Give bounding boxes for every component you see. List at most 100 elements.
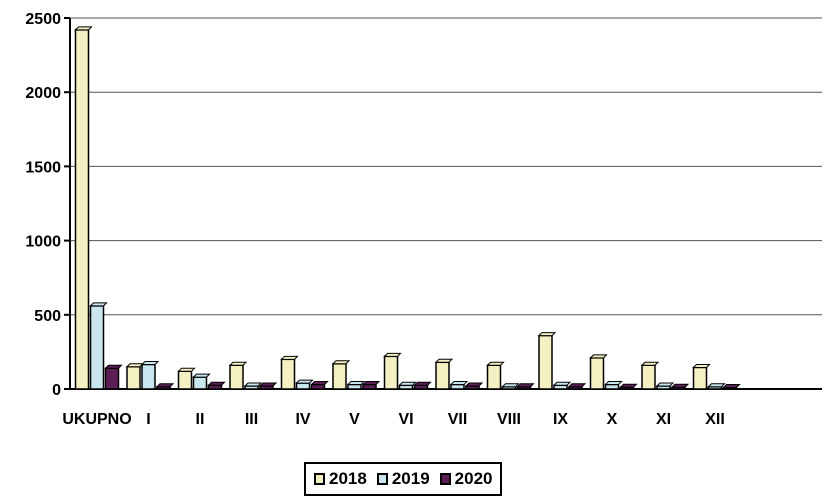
bar-top-2020-II [207, 381, 226, 386]
bar-top-2019-V [346, 381, 366, 386]
bar-top-2018-IV [280, 355, 299, 360]
x-tick-label: VI [398, 411, 413, 428]
bar-top-2019-IV [295, 379, 314, 384]
bar-top-2018-UKUPNO [74, 26, 93, 31]
bar-2019-UKUPNO [89, 305, 105, 390]
bar-top-2020-VII [464, 382, 484, 387]
x-tick-label: UKUPNO [62, 411, 131, 428]
bar-top-2018-IX [537, 332, 557, 337]
bar-top-2020-III [258, 382, 278, 387]
bar-top-2018-VIII [486, 361, 505, 366]
legend-item: 2018 [314, 469, 367, 489]
bar-2018-IV [280, 358, 296, 390]
gridlines [70, 17, 822, 390]
y-tick-label: 0 [52, 382, 61, 399]
y-tick-label: 1500 [25, 159, 61, 176]
bar-2018-IX [538, 334, 553, 390]
bar-2020-V [362, 383, 377, 390]
x-axis: UKUPNO I II III IV V VI VII VIII IX X XI XII [62, 411, 724, 428]
bar-2018-VII [435, 361, 450, 390]
bar-2018-VI [383, 355, 399, 390]
bar-top-2019-XII [707, 383, 726, 388]
legend-item: 2020 [439, 469, 493, 489]
bar-top-2018-VI [383, 352, 402, 357]
bar-top-2019-X [604, 381, 623, 386]
bar-top-2019-IX [552, 381, 572, 386]
legend-label: 2020 [454, 469, 493, 488]
bar-top-2018-X [589, 354, 608, 359]
bar-top-2020-I [155, 383, 175, 388]
bar-top-2020-VI [413, 381, 432, 386]
bar-top-2020-X [619, 383, 638, 388]
bar-top-2018-XI [640, 361, 660, 366]
bar-top-2019-III [243, 382, 263, 387]
y-tick-label: 2500 [25, 11, 61, 28]
bar-top-2018-XII [692, 363, 711, 368]
x-tick-label: II [196, 411, 205, 428]
bar-2019-I [141, 363, 156, 390]
legend-swatch [439, 473, 451, 485]
bar-2019-X [604, 383, 620, 390]
bar-top-2018-III [228, 361, 248, 366]
y-tick-label: 500 [34, 308, 61, 325]
bar-2018-XII [692, 366, 708, 390]
legend-label: 2019 [391, 469, 430, 488]
x-tick-label: IX [553, 411, 568, 428]
x-tick-label: X [607, 411, 618, 428]
y-tick-label: 1000 [25, 234, 61, 251]
bar-top-2020-XII [722, 384, 741, 389]
bar-top-2019-VIII [501, 383, 520, 388]
bars [74, 26, 741, 390]
bar-2019-II [192, 376, 208, 390]
bar-top-2020-IV [310, 381, 329, 386]
x-tick-label: III [245, 411, 258, 428]
bar-top-2019-UKUPNO [89, 302, 108, 307]
bar-2020-VI [413, 384, 429, 390]
bar-top-2020-VIII [516, 383, 535, 388]
bar-2019-V [347, 383, 362, 390]
bar-2019-VI [398, 384, 414, 390]
legend-label: 2018 [329, 469, 367, 488]
bar-top-2019-I [140, 361, 160, 366]
x-tick-label: I [146, 411, 150, 428]
y-tick-label: 2000 [25, 85, 61, 102]
bar-top-2019-VII [449, 381, 469, 386]
bar-top-2019-II [192, 373, 211, 378]
bar-top-2020-XI [670, 383, 690, 388]
bar-2018-III [229, 364, 244, 390]
bar-2020-IV [310, 383, 326, 390]
bar-2018-VIII [486, 364, 502, 390]
bar-2019-VII [450, 383, 465, 390]
bar-2018-V [332, 363, 347, 390]
legend-swatch [314, 473, 325, 485]
bar-top-2018-VII [434, 358, 454, 363]
bar-top-2019-XI [655, 382, 675, 387]
bar-2018-I [126, 365, 141, 390]
bar-top-2020-V [361, 381, 381, 386]
bar-2018-X [589, 357, 605, 390]
bar-2018-II [177, 370, 193, 390]
x-tick-label: V [349, 411, 360, 428]
bar-top-2020-IX [567, 383, 587, 388]
bar-2020-UKUPNO [104, 367, 120, 390]
legend: 2018 2019 2020 [304, 462, 503, 496]
x-tick-label: VII [448, 411, 468, 428]
bar-2019-IV [295, 382, 311, 390]
x-tick-label: XI [656, 411, 671, 428]
x-tick-label: IV [295, 411, 310, 428]
bar-top-2018-V [331, 360, 351, 365]
legend-item: 2019 [376, 469, 430, 489]
bar-2018-XI [641, 364, 656, 390]
bar-2019-IX [553, 384, 568, 390]
bar-2018-UKUPNO [74, 29, 90, 390]
bar-top-2020-UKUPNO [104, 364, 123, 369]
x-tick-label: VIII [497, 411, 521, 428]
y-axis: 0 500 1000 1500 2000 2500 [25, 11, 71, 399]
bar-2020-II [207, 384, 223, 390]
bar-top-2018-I [125, 363, 145, 368]
x-tick-label: XII [705, 411, 725, 428]
legend-swatch [376, 473, 388, 485]
bar-top-2018-II [177, 367, 196, 372]
bar-top-2019-VI [398, 381, 417, 386]
